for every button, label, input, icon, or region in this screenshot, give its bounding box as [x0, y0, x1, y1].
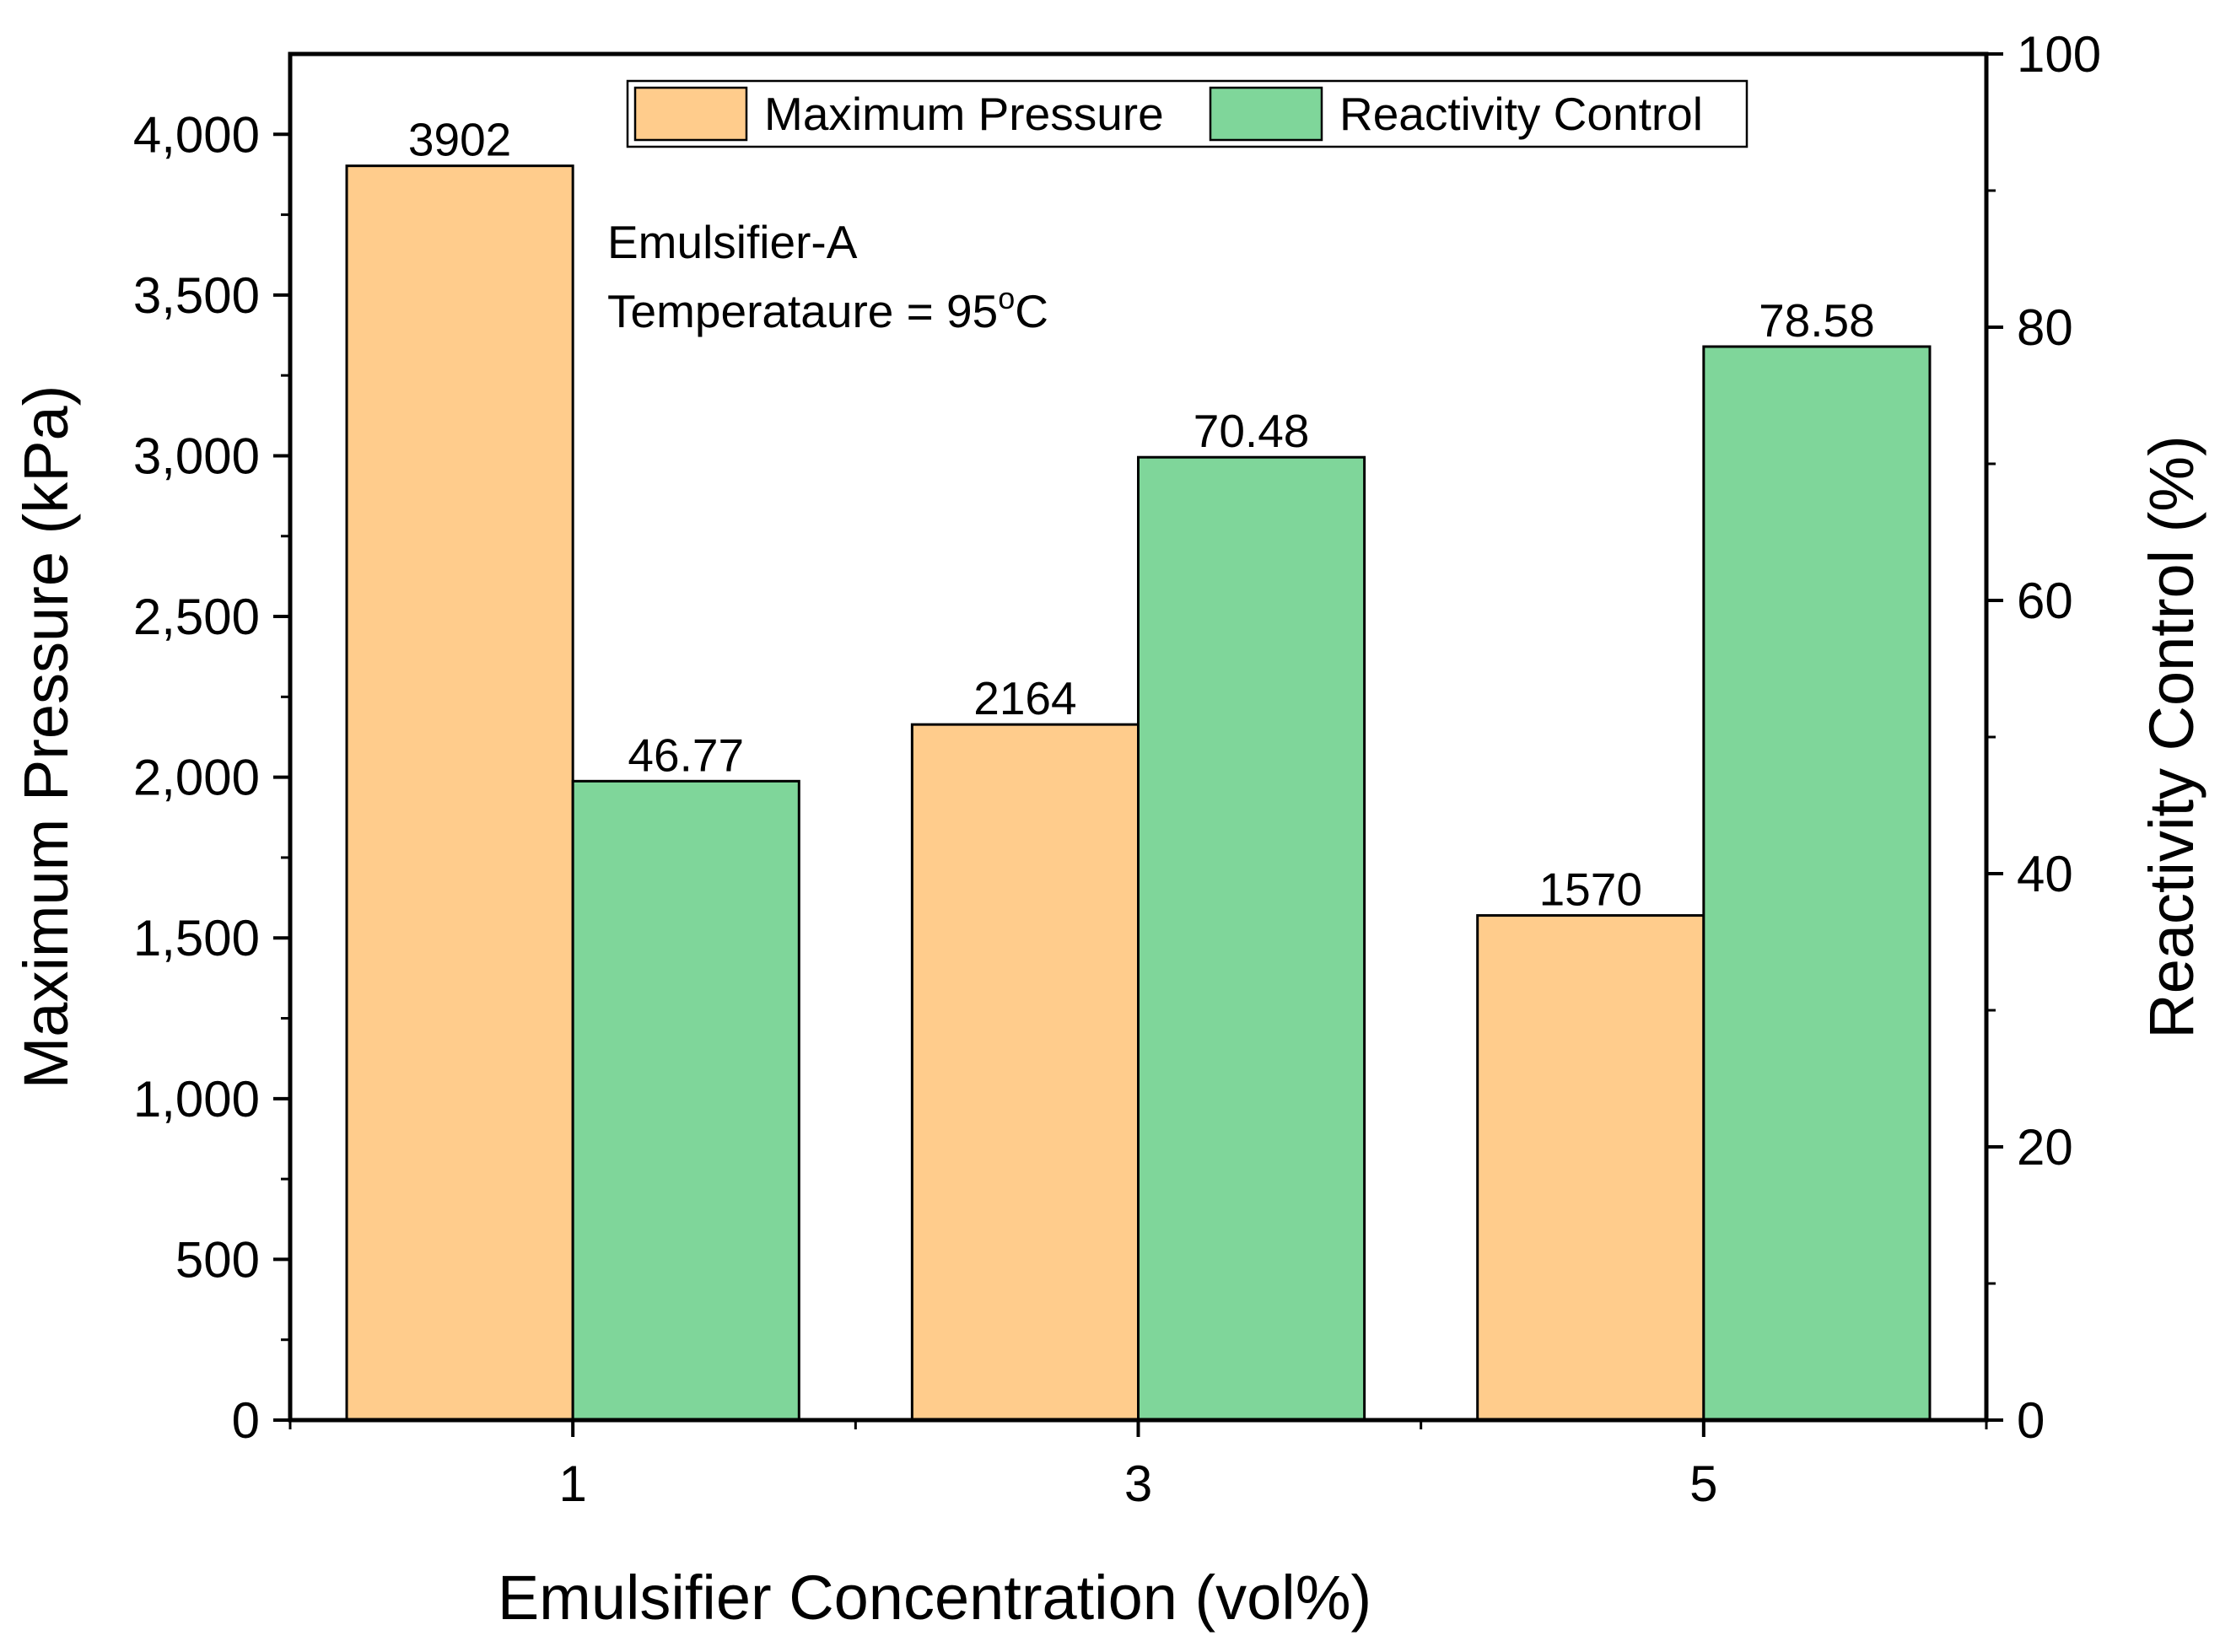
annotation-temperature: Temperataure = 95oC [607, 281, 1048, 337]
x-axis-title: Emulsifier Concentration (vol%) [498, 1563, 1371, 1633]
bar-reactivity-control-5 [1702, 345, 1932, 1422]
data-label-maximum-pressure-1: 3902 [408, 114, 511, 166]
left-tick-label: 3,500 [133, 267, 260, 324]
legend-label-maximum-pressure: Maximum Pressure [764, 88, 1164, 140]
bar-maximum-pressure-5 [1476, 914, 1705, 1422]
legend-box [626, 79, 1749, 148]
annotation-temperature-text: Temperataure = 95 [607, 285, 998, 337]
right-tick-label: 100 [2017, 26, 2101, 83]
annotation-degree-symbol: o [998, 281, 1015, 315]
y-axis-title-right: Reactivity Control (%) [2136, 435, 2207, 1039]
bar-reactivity-control-1 [571, 779, 800, 1422]
legend-swatch-reactivity-control [1209, 86, 1323, 142]
annotation-emulsifier: Emulsifier-A [607, 216, 858, 268]
x-tick-label: 1 [558, 1456, 586, 1512]
right-tick-label: 20 [2017, 1119, 2073, 1176]
data-label-reactivity-control-1: 46.77 [628, 729, 744, 781]
annotation-temperature-unit: C [1015, 285, 1048, 337]
left-tick-label: 500 [175, 1231, 260, 1288]
bar-maximum-pressure-1 [345, 164, 574, 1422]
legend-swatch-maximum-pressure [633, 86, 748, 142]
right-tick-label: 60 [2017, 573, 2073, 629]
legend-label-reactivity-control: Reactivity Control [1339, 88, 1703, 140]
y-axis-title-left: Maximum Pressure (kPa) [11, 385, 81, 1090]
left-tick-label: 3,000 [133, 428, 260, 484]
right-tick-label: 40 [2017, 846, 2073, 902]
right-tick-label: 0 [2017, 1392, 2045, 1449]
data-label-reactivity-control-3: 70.48 [1194, 405, 1310, 457]
x-tick-label: 3 [1124, 1456, 1152, 1512]
left-tick-label: 4,000 [133, 106, 260, 163]
left-tick-label: 2,000 [133, 750, 260, 806]
right-tick-label: 80 [2017, 299, 2073, 356]
bar-maximum-pressure-3 [910, 723, 1140, 1422]
left-tick-label: 2,500 [133, 589, 260, 645]
bar-reactivity-control-3 [1137, 455, 1366, 1422]
legend: Maximum Pressure Reactivity Control [626, 79, 1749, 148]
left-tick-label: 1,500 [133, 910, 260, 966]
left-tick-label: 1,000 [133, 1071, 260, 1127]
left-tick-label: 0 [232, 1392, 260, 1449]
data-label-maximum-pressure-3: 2164 [973, 672, 1076, 724]
data-label-maximum-pressure-5: 1570 [1539, 864, 1642, 916]
data-label-reactivity-control-5: 78.58 [1759, 294, 1875, 347]
x-tick-label: 5 [1689, 1456, 1717, 1512]
